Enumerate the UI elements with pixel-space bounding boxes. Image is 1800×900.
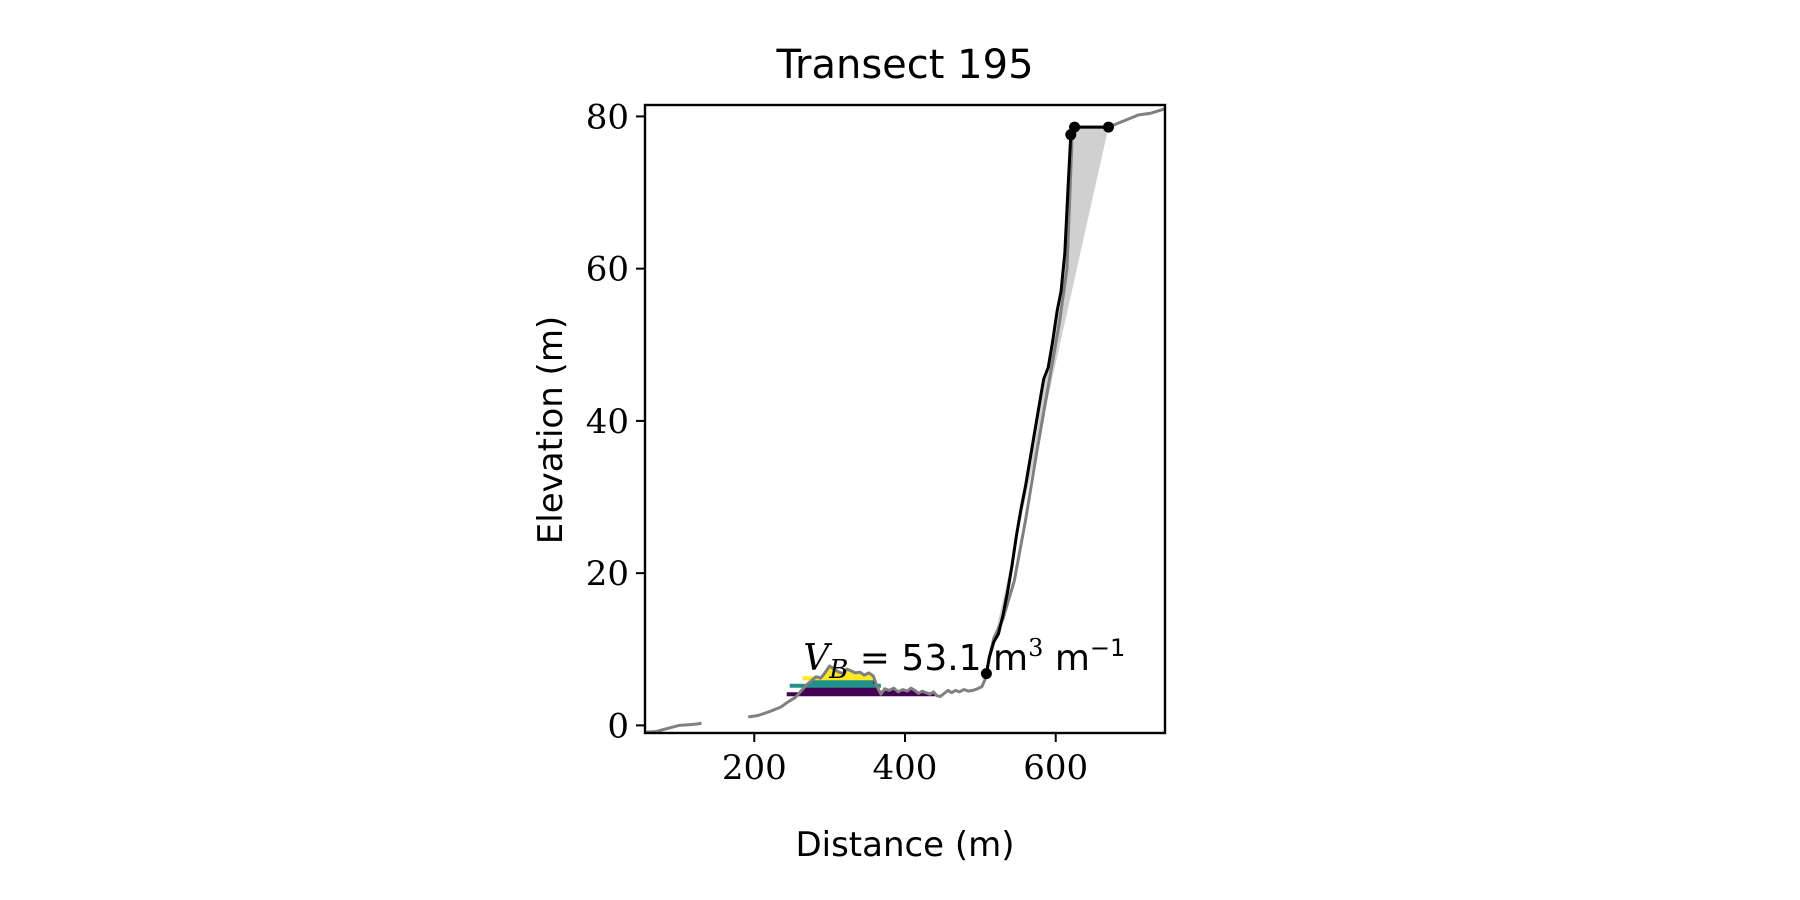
axes-layer: 200 400 600 0 20 40 60 80 [586, 97, 1088, 788]
x-axis-label: Distance (m) [795, 825, 1014, 865]
x-tick-label-400: 400 [873, 748, 938, 788]
profile-line-segment-0 [644, 721, 702, 734]
x-tick-label-600: 600 [1023, 748, 1088, 788]
marker-point-3 [1102, 121, 1114, 133]
annotation-volume: VB = 53.1 m3 m−1 [803, 634, 1125, 685]
annotation-unit-m: m [982, 638, 1029, 679]
chart-title: Transect 195 [775, 42, 1033, 88]
annotation-value: 53.1 [901, 638, 981, 679]
annotation-var: V [803, 638, 833, 679]
x-tick-label-200: 200 [722, 748, 787, 788]
y-tick-label-80: 80 [586, 97, 629, 137]
cliff-profile-line [984, 125, 1109, 674]
y-tick-label-60: 60 [586, 250, 629, 290]
y-tick-label-40: 40 [586, 402, 629, 442]
markers-layer [980, 121, 1114, 680]
fills-layer [801, 127, 1109, 695]
y-axis-label: Elevation (m) [531, 316, 571, 544]
marker-point-2 [1069, 121, 1081, 133]
y-tick-label-20: 20 [586, 554, 629, 594]
annotation-sub: B [828, 655, 848, 685]
annotation-supm1: −1 [1090, 634, 1125, 662]
annotation-unit-m2: m [1043, 638, 1090, 679]
annotation-eq: = [848, 638, 901, 679]
annotation-sup3: 3 [1028, 634, 1043, 662]
cliff-area-fill [986, 127, 1109, 674]
marker-point-0 [980, 668, 992, 680]
series-layer [644, 107, 1166, 734]
profile-line-segment-1 [747, 107, 1166, 719]
y-tick-label-0: 0 [607, 706, 629, 746]
